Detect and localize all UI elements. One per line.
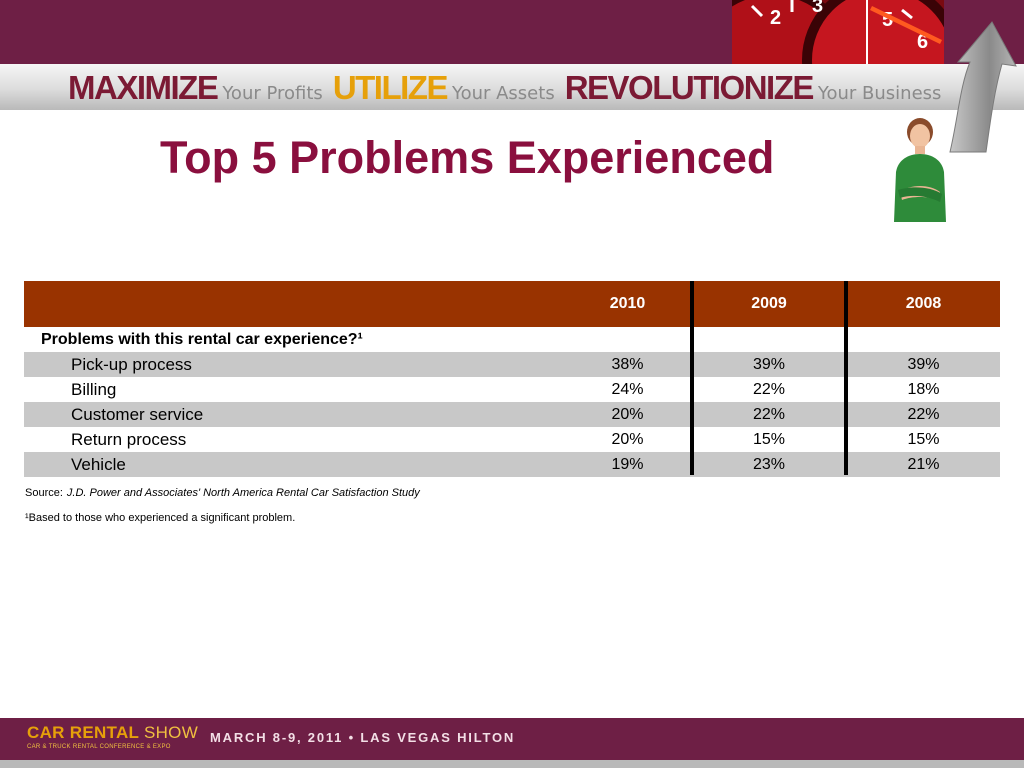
column-header-2008: 2008 [905, 295, 942, 312]
slogan-word: REVOLUTIONIZE [564, 69, 815, 106]
row-label: Billing [71, 380, 117, 399]
cell-2008: 21% [907, 456, 940, 473]
source-prefix: Source: [25, 487, 63, 499]
column-divider [690, 281, 694, 475]
page-title: Top 5 Problems Experienced [160, 132, 775, 183]
svg-text:2: 2 [770, 7, 781, 29]
slogan-word: UTILIZE [332, 69, 449, 106]
slogan-phrase: Your Assets [451, 83, 555, 104]
table-row: Customer service 20% 22% 22% [24, 402, 1000, 427]
person-illustration [894, 118, 946, 222]
cell-2010: 20% [611, 431, 644, 448]
table-row: Billing 24% 22% 18% [24, 377, 1000, 402]
cell-2010: 20% [611, 406, 644, 423]
logo-name-thin: SHOW [143, 723, 199, 742]
slogan-band [0, 64, 1024, 110]
table-row: Vehicle 19% 23% 21% [24, 452, 1000, 477]
event-info: MARCH 8-9, 2011 • LAS VEGAS HILTON [210, 730, 516, 745]
row-label: Vehicle [71, 455, 126, 474]
problems-table: 2010 2009 2008 Problems with this rental… [24, 281, 1000, 477]
svg-text:3: 3 [812, 0, 823, 17]
cell-2008: 15% [907, 431, 940, 448]
slogan: MAXIMIZE Your Profits UTILIZE Your Assets RE… [68, 70, 951, 106]
table-row: Return process 20% 15% 15% [24, 427, 1000, 452]
curved-arrow-icon [949, 21, 1017, 153]
slogan-phrase: Your Business [817, 83, 942, 104]
table-header-row: 2010 2009 2008 [24, 281, 1000, 327]
footer-strip [0, 760, 1024, 768]
source-citation: Source: J.D. Power and Associates' North … [25, 487, 420, 499]
source-study: J.D. Power and Associates' North America… [66, 487, 420, 499]
section-label: Problems with this rental car experience… [41, 331, 363, 348]
cell-2009: 15% [752, 431, 786, 448]
cell-2010: 19% [611, 456, 644, 473]
slogan-phrase: Your Profits [222, 83, 323, 104]
footnote: ¹Based to those who experienced a signif… [25, 512, 296, 524]
cell-2010: 24% [611, 381, 644, 398]
logo-tagline: CAR & TRUCK RENTAL CONFERENCE & EXPO [27, 744, 171, 750]
footer-bar [0, 718, 1024, 760]
cell-2008: 39% [907, 356, 940, 373]
row-label: Customer service [71, 405, 204, 424]
cell-2009: 23% [752, 456, 786, 473]
car-rental-show-logo: CAR RENTAL SHOW CAR & TRUCK RENTAL CONFE… [27, 723, 198, 751]
slogan-word: MAXIMIZE [68, 69, 219, 106]
cell-2008: 22% [907, 406, 940, 423]
cell-2009: 22% [752, 381, 786, 398]
logo-name: CAR RENTAL SHOW [27, 723, 198, 743]
cell-2010: 38% [611, 356, 644, 373]
row-label: Return process [71, 430, 187, 449]
cell-2009: 22% [752, 406, 786, 423]
table-row: Pick-up process 38% 39% 39% [24, 352, 1000, 377]
svg-text:6: 6 [917, 31, 928, 53]
cell-2009: 39% [752, 356, 786, 373]
column-header-2010: 2010 [609, 295, 646, 312]
logo-name-bold: CAR RENTAL [27, 723, 139, 742]
svg-text:5: 5 [882, 9, 893, 31]
cell-2008: 18% [907, 381, 940, 398]
table-section-row: Problems with this rental car experience… [24, 327, 1000, 352]
column-header-2009: 2009 [751, 295, 787, 312]
row-label: Pick-up process [71, 355, 192, 374]
column-divider [844, 281, 848, 475]
speedometer-icon: 2 3 5 6 [732, 0, 944, 64]
